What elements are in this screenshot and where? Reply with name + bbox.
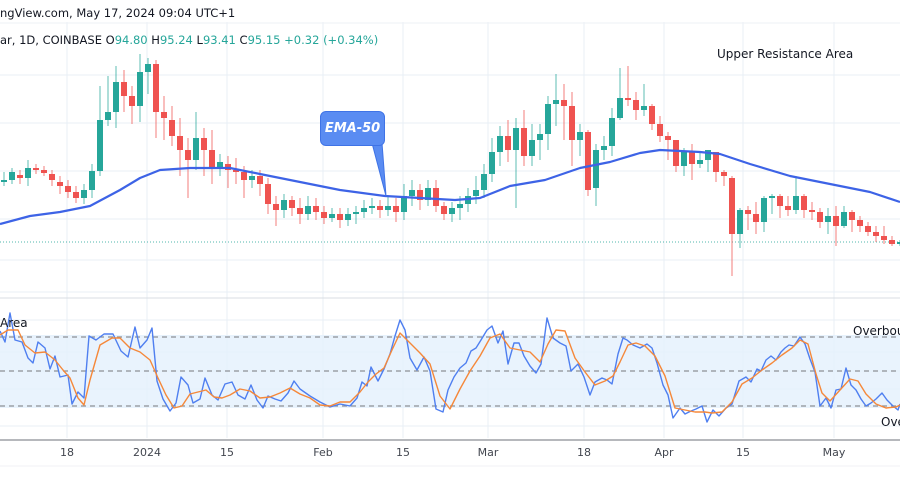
low-key: L: [196, 33, 203, 47]
open-key: O: [105, 33, 115, 47]
x-tick-label: 15: [736, 446, 750, 459]
x-tick-label: 15: [396, 446, 410, 459]
x-tick-label: May: [822, 446, 846, 459]
x-tick-label: 18: [577, 446, 591, 459]
stochastic-lines: [0, 312, 900, 423]
ema-50-callout[interactable]: EMA-50: [320, 111, 385, 146]
x-tick-label: 15: [220, 446, 234, 459]
candlestick-series: [1, 54, 900, 276]
chart-source-line: ngView.com, May 17, 2024 09:04 UTC+1: [0, 6, 236, 20]
x-tick-label: Apr: [654, 446, 674, 459]
low-value: 93.41: [202, 33, 236, 47]
close-key: C: [239, 33, 248, 47]
ema-50-line: [0, 142, 900, 226]
x-tick-label: 18: [60, 446, 74, 459]
open-value: 94.80: [114, 33, 148, 47]
stochastic-band: [0, 335, 900, 408]
x-tick-label: 2024: [133, 446, 161, 459]
chart-legend-line: ar, 1D, COINBASE O94.80 H95.24 L93.41 C9…: [0, 33, 378, 47]
x-tick-label: Mar: [477, 446, 499, 459]
stoch-area-label: Area: [0, 316, 28, 330]
high-key: H: [151, 33, 160, 47]
x-tick-label: Feb: [313, 446, 333, 459]
price-change: +0.32 (+0.34%): [284, 33, 379, 47]
symbol-info: ar, 1D, COINBASE: [0, 33, 102, 47]
high-value: 95.24: [159, 33, 193, 47]
close-value: 95.15: [247, 33, 281, 47]
oversold-label: Ove: [881, 415, 900, 429]
upper-resistance-label: Upper Resistance Area: [717, 47, 854, 61]
overbought-label: Overbou: [853, 324, 900, 338]
